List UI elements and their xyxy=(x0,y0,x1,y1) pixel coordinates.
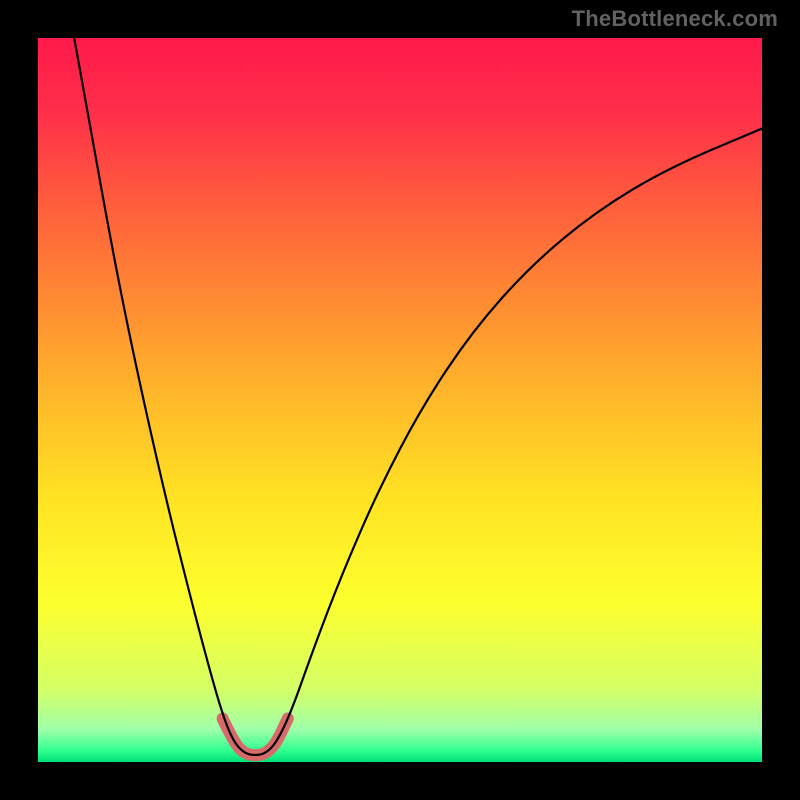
chart-outer-frame: TheBottleneck.com xyxy=(0,0,800,800)
plot-area xyxy=(38,38,762,762)
curve-layer xyxy=(38,38,762,762)
bottleneck-curve xyxy=(74,38,762,755)
watermark-text: TheBottleneck.com xyxy=(572,6,778,32)
